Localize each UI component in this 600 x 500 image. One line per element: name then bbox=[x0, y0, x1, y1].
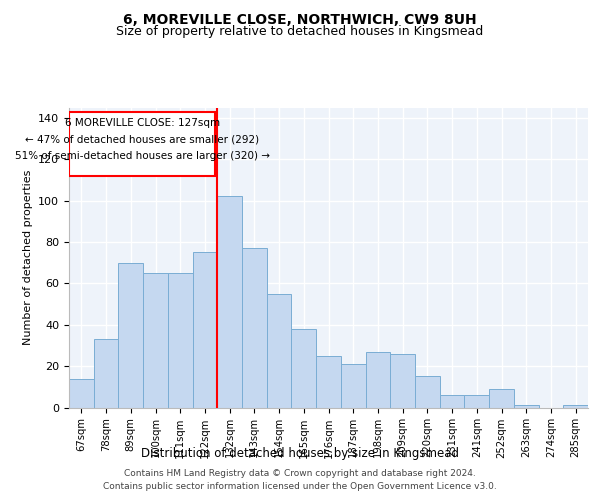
Bar bbox=[365, 352, 390, 408]
Bar bbox=[242, 248, 267, 408]
Bar bbox=[267, 294, 292, 408]
Bar bbox=[390, 354, 415, 408]
Bar bbox=[440, 395, 464, 407]
Text: Size of property relative to detached houses in Kingsmead: Size of property relative to detached ho… bbox=[116, 25, 484, 38]
Text: 6, MOREVILLE CLOSE, NORTHWICH, CW9 8UH: 6, MOREVILLE CLOSE, NORTHWICH, CW9 8UH bbox=[123, 12, 477, 26]
Text: Contains HM Land Registry data © Crown copyright and database right 2024.
Contai: Contains HM Land Registry data © Crown c… bbox=[103, 470, 497, 491]
Text: 6 MOREVILLE CLOSE: 127sqm: 6 MOREVILLE CLOSE: 127sqm bbox=[65, 118, 220, 128]
Bar bbox=[341, 364, 365, 408]
Bar bbox=[292, 329, 316, 407]
Bar bbox=[168, 273, 193, 407]
Bar bbox=[217, 196, 242, 408]
Bar bbox=[316, 356, 341, 408]
Bar bbox=[94, 339, 118, 407]
Y-axis label: Number of detached properties: Number of detached properties bbox=[23, 170, 32, 345]
Bar bbox=[193, 252, 217, 408]
Bar bbox=[563, 406, 588, 407]
Bar bbox=[489, 389, 514, 407]
FancyBboxPatch shape bbox=[69, 112, 215, 176]
Bar bbox=[69, 378, 94, 408]
Bar bbox=[514, 406, 539, 407]
Text: Distribution of detached houses by size in Kingsmead: Distribution of detached houses by size … bbox=[141, 448, 459, 460]
Bar bbox=[464, 395, 489, 407]
Bar bbox=[415, 376, 440, 408]
Text: ← 47% of detached houses are smaller (292): ← 47% of detached houses are smaller (29… bbox=[25, 134, 259, 144]
Bar bbox=[143, 273, 168, 407]
Text: 51% of semi-detached houses are larger (320) →: 51% of semi-detached houses are larger (… bbox=[14, 151, 269, 161]
Bar bbox=[118, 262, 143, 408]
